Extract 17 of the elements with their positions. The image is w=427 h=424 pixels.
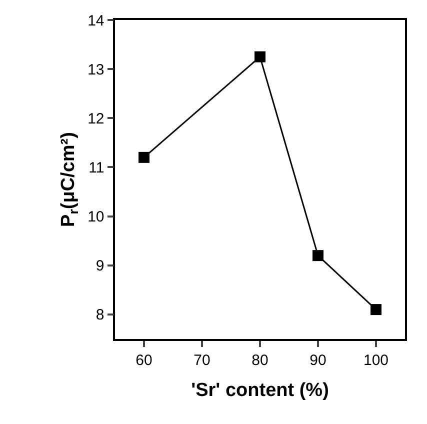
point — [312, 250, 324, 262]
x-tick-label: 100 — [363, 352, 389, 369]
x-tick-label: 60 — [136, 352, 152, 369]
y-tick-label: 8 — [96, 306, 104, 324]
x-tick-label: 70 — [194, 352, 210, 369]
x-tick-label: 90 — [310, 352, 326, 369]
point — [138, 152, 150, 163]
y-tick-label: 14 — [88, 12, 104, 30]
y-tick-label: 9 — [96, 258, 104, 275]
point — [254, 51, 266, 62]
y-tick-label: 10 — [88, 208, 104, 226]
point — [370, 304, 382, 316]
x-axis-title: 'Sr' content (%) — [191, 380, 329, 402]
x-tick-label: 80 — [252, 352, 268, 369]
y-tick-label: 11 — [88, 159, 104, 176]
y-tick-label: 12 — [88, 110, 104, 128]
y-tick-label: 13 — [88, 61, 104, 78]
